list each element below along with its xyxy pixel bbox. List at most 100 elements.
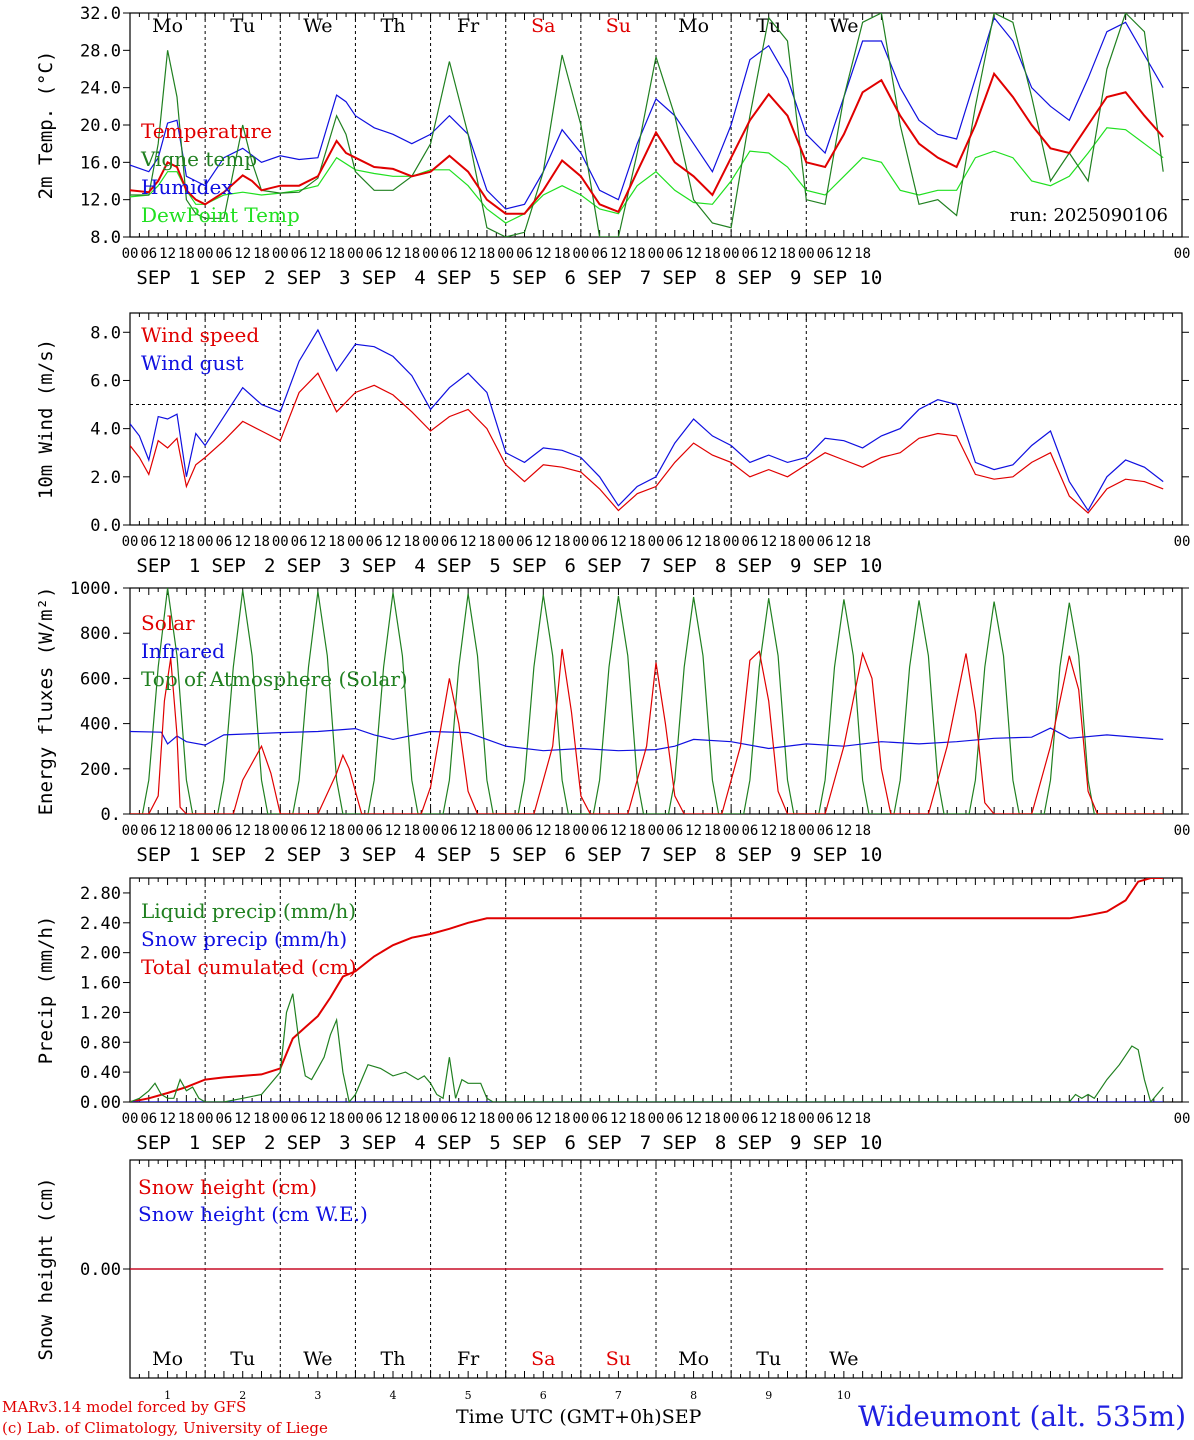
hour-tick-label: 00 <box>422 1111 439 1127</box>
series-line <box>130 328 1164 512</box>
date-day-label: 4 <box>414 844 425 866</box>
hour-tick-label: 12 <box>685 534 702 550</box>
date-month-label: SEP <box>212 1132 246 1154</box>
hour-tick-label: 12 <box>159 1111 176 1127</box>
weekday-label: Tu <box>756 15 781 37</box>
hour-tick-label: 12 <box>309 534 326 550</box>
hour-tick-label: 00 <box>497 246 514 262</box>
weekday-label: We <box>829 15 858 37</box>
hour-tick-label: 06 <box>215 1111 232 1127</box>
date-day-label: 1 <box>189 555 200 577</box>
hour-tick-label: 12 <box>385 823 402 839</box>
legend-entry: Solar <box>141 611 195 635</box>
hour-tick-label: 06 <box>516 534 533 550</box>
hour-tick-label: 00 <box>497 534 514 550</box>
date-month-label: SEP <box>362 844 396 866</box>
hour-tick-label: 06 <box>516 246 533 262</box>
date-month-label: SEP <box>362 555 396 577</box>
date-day-label: 2 <box>264 844 275 866</box>
hour-tick-label: 12 <box>610 534 627 550</box>
hour-tick-label: 06 <box>441 246 458 262</box>
date-day-label: 1 <box>189 844 200 866</box>
weekday-label: Mo <box>678 15 709 37</box>
date-month-label: SEP <box>212 844 246 866</box>
legend-entry: Liquid precip (mm/h) <box>141 899 356 923</box>
hour-tick-label: 12 <box>234 1111 251 1127</box>
date-day-label: 7 <box>640 267 651 289</box>
weekday-label: Tu <box>230 15 255 37</box>
hour-tick-label: 06 <box>441 1111 458 1127</box>
y-tick-label: 2.00 <box>80 944 121 964</box>
hour-tick-label: 18 <box>328 823 345 839</box>
series-line <box>130 648 1164 814</box>
series-line <box>130 127 1164 224</box>
hour-tick-label: 12 <box>610 1111 627 1127</box>
date-day-label: 5 <box>489 1132 500 1154</box>
hour-tick-label: 18 <box>478 1111 495 1127</box>
y-axis-label: Snow height (cm) <box>35 1177 57 1360</box>
hour-tick-label: 00 <box>272 1111 289 1127</box>
hour-tick-label: 18 <box>704 246 721 262</box>
hour-tick-label: 00 <box>122 1111 139 1127</box>
hour-tick-label: 06 <box>591 534 608 550</box>
hour-tick-label: 06 <box>741 534 758 550</box>
date-day-label: 9 <box>790 267 801 289</box>
hour-tick-label: 06 <box>366 246 383 262</box>
hour-tick-label: 18 <box>779 534 796 550</box>
hour-tick-label: 18 <box>854 534 871 550</box>
hour-tick-label: 12 <box>234 534 251 550</box>
date-month-label: SEP <box>587 844 621 866</box>
legend-entry: Snow height (cm W.E.) <box>138 1202 368 1226</box>
hour-tick-label: 18 <box>554 1111 571 1127</box>
hour-tick-label: 00 <box>347 823 364 839</box>
date-day-label: 9 <box>790 1132 801 1154</box>
hour-tick-label: 06 <box>666 1111 683 1127</box>
weekday-label: Mo <box>152 15 183 37</box>
date-month-label: SEP <box>136 1132 170 1154</box>
y-tick-label: 8.0 <box>90 323 121 343</box>
date-month-label: SEP <box>136 267 170 289</box>
date-day-label: 2 <box>264 1132 275 1154</box>
y-tick-label: 0.40 <box>80 1063 121 1083</box>
hour-tick-label: 18 <box>629 534 646 550</box>
hour-tick-label: 00 <box>122 823 139 839</box>
hour-tick-label: 00 <box>648 1111 665 1127</box>
hour-tick-label: 06 <box>666 823 683 839</box>
legend-entry: Snow precip (mm/h) <box>141 927 347 951</box>
y-tick-label: 400. <box>80 715 121 735</box>
hour-tick-label: 06 <box>741 246 758 262</box>
y-tick-label: 24.0 <box>80 79 121 99</box>
date-day-label: 10 <box>859 267 882 289</box>
y-axis-label: Precip (mm/h) <box>35 916 57 1065</box>
hour-tick-label: 00 <box>723 534 740 550</box>
hour-tick-label: 06 <box>441 823 458 839</box>
hour-tick-label: 00 <box>497 823 514 839</box>
hour-tick-label: 06 <box>817 246 834 262</box>
hour-tick-label: 06 <box>741 823 758 839</box>
date-day-label: 10 <box>859 844 882 866</box>
hour-tick-label: 00 <box>572 823 589 839</box>
hour-tick-label: 12 <box>835 246 852 262</box>
hour-tick-label: 18 <box>629 1111 646 1127</box>
hour-tick-label: 18 <box>253 246 270 262</box>
hour-tick-label: 12 <box>460 823 477 839</box>
date-month-label: SEP <box>512 267 546 289</box>
date-month-label: SEP <box>587 267 621 289</box>
hour-tick-label: 12 <box>760 534 777 550</box>
date-day-label: 6 <box>565 267 576 289</box>
date-day-label: 3 <box>339 267 350 289</box>
hour-tick-label: 06 <box>140 246 157 262</box>
hour-tick-label: 12 <box>309 823 326 839</box>
date-month-label: SEP <box>212 267 246 289</box>
date-day-label: 1 <box>189 1132 200 1154</box>
date-day-label: 2 <box>239 1389 246 1400</box>
series-line <box>130 878 1164 1102</box>
y-axis-label: Energy fluxes (W/m²) <box>35 587 57 816</box>
hour-tick-label: 00 <box>347 1111 364 1127</box>
hour-tick-label: 18 <box>178 246 195 262</box>
date-day-label: 6 <box>565 844 576 866</box>
date-day-label: 1 <box>164 1389 171 1400</box>
hour-tick-label: 00 <box>572 534 589 550</box>
legend-entry: Snow height (cm) <box>138 1175 317 1199</box>
